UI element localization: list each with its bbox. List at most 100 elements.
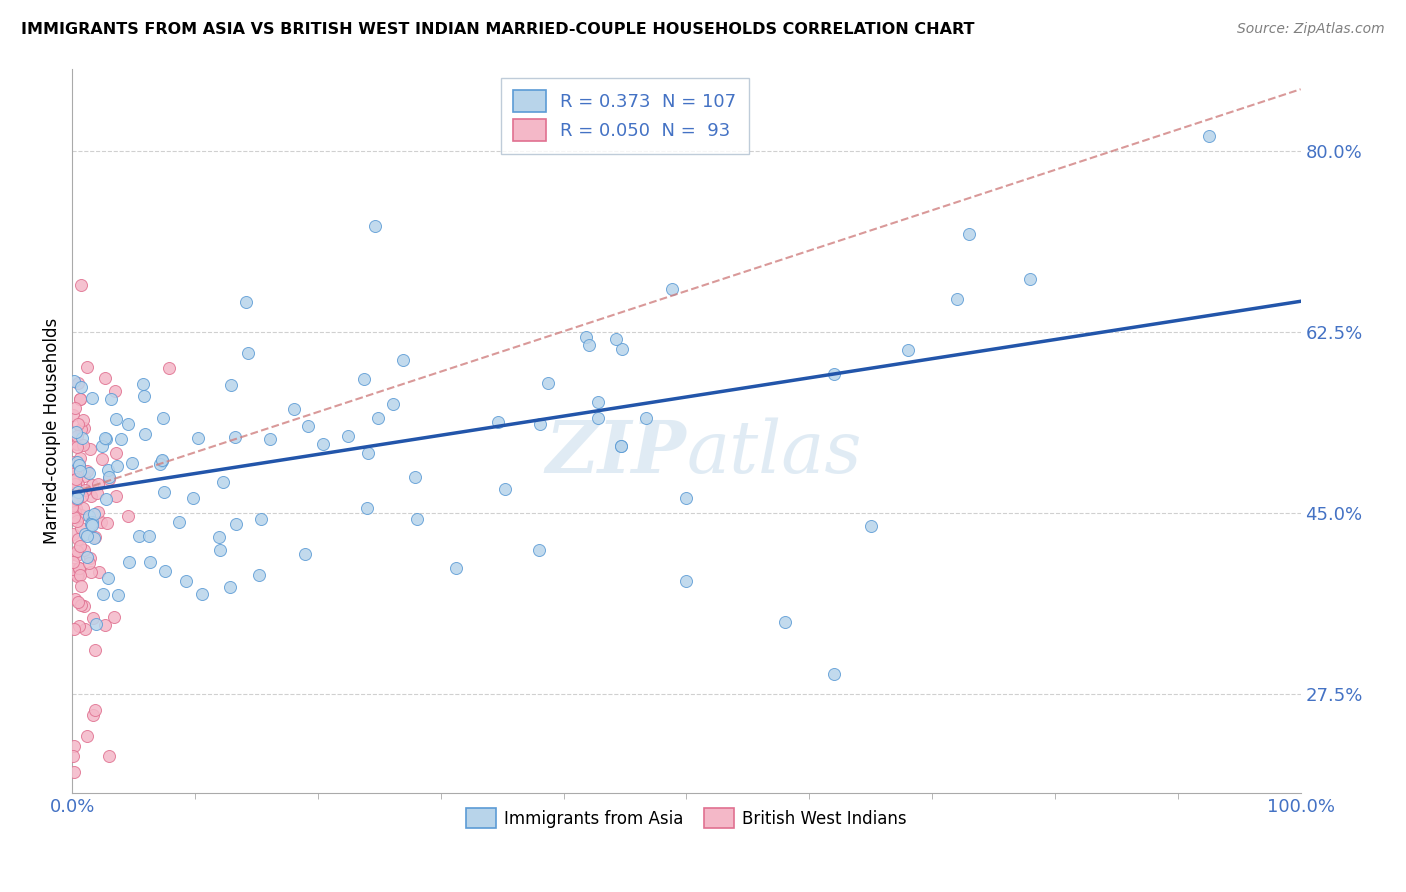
Point (675, 491, 697, 505)
Point (94, 618, 117, 632)
Point (65, 473, 87, 487)
Point (83, 531, 105, 545)
Point (588, 395, 610, 409)
Point (97, 463, 120, 477)
Point (605, 332, 627, 346)
Point (219, 580, 242, 594)
Point (121, 456, 143, 470)
Point (107, 588, 129, 602)
Point (77, 557, 100, 571)
Point (100, 392, 122, 407)
Point (84, 703, 107, 717)
Point (62, 749, 84, 764)
Point (96, 516, 118, 531)
Point (72, 413, 94, 427)
Point (63, 476, 86, 491)
Point (67, 532, 90, 546)
Point (103, 610, 125, 624)
Point (82, 391, 104, 405)
Point (96, 491, 118, 506)
Point (1198, 128, 1220, 143)
Point (62, 408, 84, 422)
Point (105, 459, 128, 474)
Point (91, 587, 114, 601)
Point (79, 551, 101, 566)
Point (75, 623, 97, 637)
Point (70, 380, 93, 394)
Point (150, 453, 173, 467)
Point (357, 446, 380, 460)
Point (66, 491, 89, 505)
Point (152, 411, 174, 425)
Point (312, 437, 335, 451)
Point (529, 417, 551, 431)
Point (69, 392, 91, 407)
Point (62, 562, 84, 576)
Point (67, 458, 90, 473)
Point (77, 466, 100, 480)
Point (67, 458, 90, 472)
Point (250, 511, 273, 525)
Point (367, 410, 389, 425)
Point (69, 450, 91, 465)
Point (97, 470, 120, 484)
Point (76, 464, 98, 478)
Point (1019, 272, 1042, 286)
Point (494, 482, 516, 496)
Point (66, 569, 89, 583)
Point (60, 500, 83, 514)
Point (76, 729, 98, 743)
Point (62, 461, 84, 475)
Point (73, 599, 96, 613)
Point (73, 527, 96, 541)
Point (773, 615, 796, 629)
Point (336, 429, 359, 443)
Point (79, 516, 101, 531)
Point (80, 489, 103, 503)
Point (105, 489, 128, 503)
Point (235, 295, 257, 310)
Point (63, 455, 86, 469)
Point (823, 666, 845, 681)
Point (91, 452, 114, 467)
Point (675, 574, 697, 588)
Point (69, 464, 91, 478)
Point (69, 278, 91, 293)
Point (97, 571, 120, 585)
Point (90, 439, 112, 453)
Text: IMMIGRANTS FROM ASIA VS BRITISH WEST INDIAN MARRIED-COUPLE HOUSEHOLDS CORRELATIO: IMMIGRANTS FROM ASIA VS BRITISH WEST IND… (21, 22, 974, 37)
Point (212, 475, 235, 489)
Point (66, 595, 89, 609)
Point (70, 422, 93, 436)
Point (103, 384, 125, 398)
Point (139, 555, 162, 569)
Point (77, 508, 100, 523)
Point (945, 292, 967, 306)
Point (63, 374, 86, 388)
Y-axis label: Married-couple Households: Married-couple Households (44, 318, 60, 544)
Point (859, 519, 882, 533)
Text: ZIP: ZIP (546, 417, 686, 488)
Point (187, 431, 209, 445)
Point (208, 530, 231, 544)
Point (610, 439, 633, 453)
Text: Source: ZipAtlas.com: Source: ZipAtlas.com (1237, 22, 1385, 37)
Point (63, 505, 86, 519)
Point (297, 419, 319, 434)
Point (405, 470, 427, 484)
Point (87, 476, 110, 491)
Point (575, 329, 598, 343)
Point (62, 510, 84, 524)
Point (132, 377, 155, 392)
Point (97, 471, 120, 485)
Point (67, 567, 90, 582)
Point (634, 411, 657, 425)
Point (134, 427, 156, 442)
Point (174, 574, 197, 588)
Point (221, 377, 243, 392)
Point (94, 432, 117, 446)
Point (208, 542, 231, 557)
Point (65, 548, 87, 562)
Point (444, 560, 467, 574)
Point (90, 515, 112, 529)
